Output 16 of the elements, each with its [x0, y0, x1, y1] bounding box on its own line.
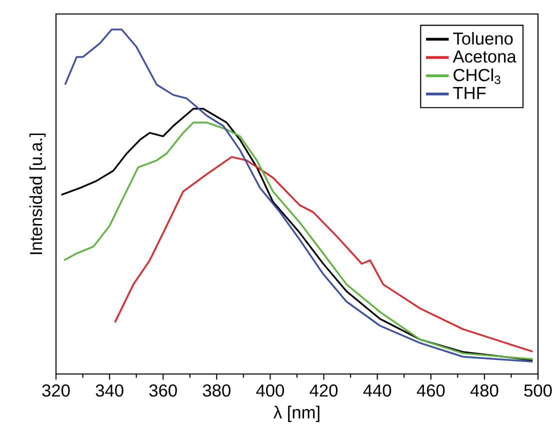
x-tick-label: 500 — [524, 384, 552, 397]
x-axis-title: λ [nm] — [274, 406, 320, 422]
legend-label: CHCl$_{3}$ — [454, 68, 500, 84]
x-tick-label: 420 — [310, 384, 338, 397]
x-tick-label: 460 — [416, 384, 445, 397]
legend-label: THF — [453, 87, 486, 99]
y-axis-title: Intensidad [u.a.] — [29, 134, 46, 254]
x-tick-label: 320 — [42, 384, 70, 397]
x-tick-label: 480 — [470, 384, 498, 397]
x-tick-label: 400 — [256, 384, 284, 397]
x-tick-label: 380 — [202, 384, 230, 397]
legend-label: Acetona — [452, 50, 516, 63]
legend-label: Tolueno — [453, 32, 513, 45]
x-tick-label: 360 — [149, 384, 177, 397]
x-tick-label: 440 — [363, 384, 392, 397]
x-tick-label: 340 — [96, 384, 124, 397]
